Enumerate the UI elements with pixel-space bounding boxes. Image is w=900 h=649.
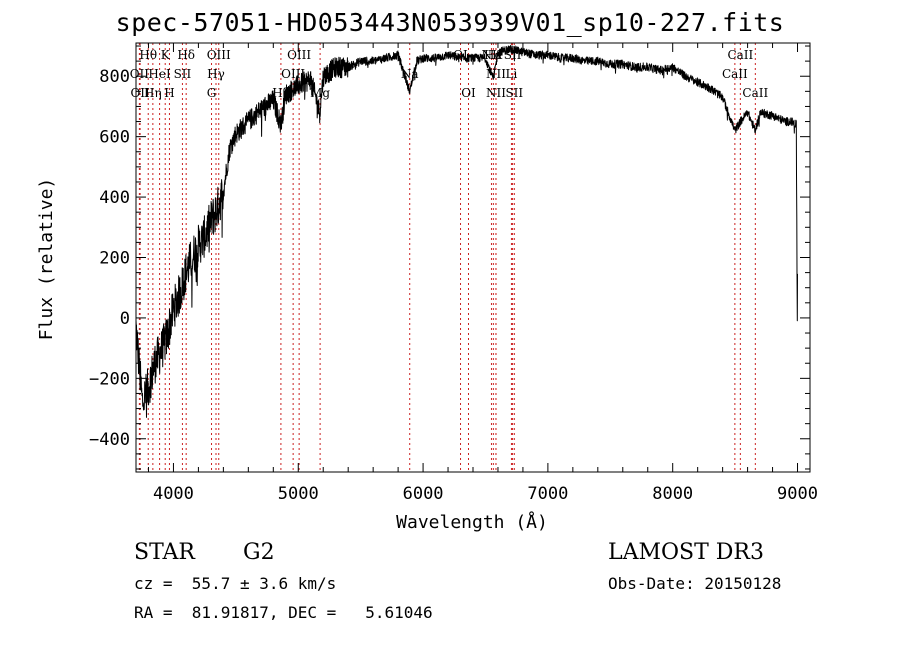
spectral-line-label: HeI	[148, 67, 171, 81]
x-tick-label: 7000	[527, 484, 568, 504]
x-tick-label: 9000	[777, 484, 818, 504]
y-tick-label: −200	[89, 369, 130, 389]
y-tick-label: 600	[99, 128, 130, 148]
series-layer	[135, 44, 798, 418]
y-tick-label: −400	[89, 430, 130, 450]
spectral-line-label: SII	[174, 67, 192, 81]
spectral-line-label: NII	[486, 86, 506, 100]
spectral-line-label: Na	[401, 67, 419, 81]
spectral-line-label: Hδ	[177, 48, 195, 62]
spectral-line-label: OIII	[287, 48, 311, 62]
spectral-line-label: CaII	[742, 86, 768, 100]
spectral-line-label: K	[161, 48, 171, 62]
object-subclass: G2	[243, 540, 275, 565]
chart-title: spec-57051-HD053443N053939V01_sp10-227.f…	[115, 8, 785, 37]
survey-name: LAMOST DR3	[608, 540, 764, 565]
spectral-line-label: OIII	[207, 48, 231, 62]
axis-ticks: 4000 5000 6000 7000 8000 9000 −400 −200 0 200 400 6…	[89, 43, 818, 504]
spectral-line-label: Hθ	[139, 48, 157, 62]
y-axis-label: Flux (relative)	[36, 178, 57, 341]
spectral-line-label: OII	[130, 86, 150, 100]
object-class: STAR	[134, 540, 195, 565]
obs-date: Obs-Date: 20150128	[608, 574, 782, 593]
spectral-line-label: SII	[504, 48, 522, 62]
x-axis-label: Wavelength (Å)	[396, 511, 548, 533]
spectral-line-label: OI	[461, 86, 476, 100]
spectral-line-label: CaII	[727, 48, 753, 62]
x-tick-label: 8000	[652, 484, 693, 504]
spectral-line-markers	[138, 43, 756, 472]
x-tick-label: 4000	[153, 484, 194, 504]
spectral-line-label: H	[164, 86, 174, 100]
spectral-line-label: CaII	[722, 67, 748, 81]
x-tick-label: 5000	[278, 484, 319, 504]
spectral-line-label: NII	[481, 48, 501, 62]
spectral-line-label: Mg	[310, 86, 330, 100]
spectral-line-label: OII	[130, 67, 150, 81]
y-tick-label: 800	[99, 67, 130, 87]
y-tick-label: 0	[120, 309, 130, 329]
series-line-flux	[135, 44, 798, 418]
plot-frame	[135, 42, 811, 473]
spectral-line-label: Li	[506, 67, 518, 81]
y-tick-label: 200	[99, 249, 130, 269]
spectral-line-label: Hη	[144, 86, 162, 100]
spectral-line-label: OI	[453, 48, 468, 62]
spectral-line-label: G	[207, 86, 217, 100]
y-tick-label: 400	[99, 188, 130, 208]
spectral-line-label: OIII	[281, 67, 305, 81]
spectral-line-label: NII	[486, 67, 506, 81]
redshift-value: cz = 55.7 ± 3.6 km/s	[134, 574, 337, 593]
spectral-line-label: SII	[505, 86, 523, 100]
spectral-line-label: Hβ	[272, 86, 289, 100]
spectral-line-label: Hγ	[207, 67, 225, 81]
x-tick-label: 6000	[403, 484, 444, 504]
spectral-line-label: Hα	[484, 48, 503, 62]
coordinates: RA = 81.91817, DEC = 5.61046	[134, 603, 433, 622]
